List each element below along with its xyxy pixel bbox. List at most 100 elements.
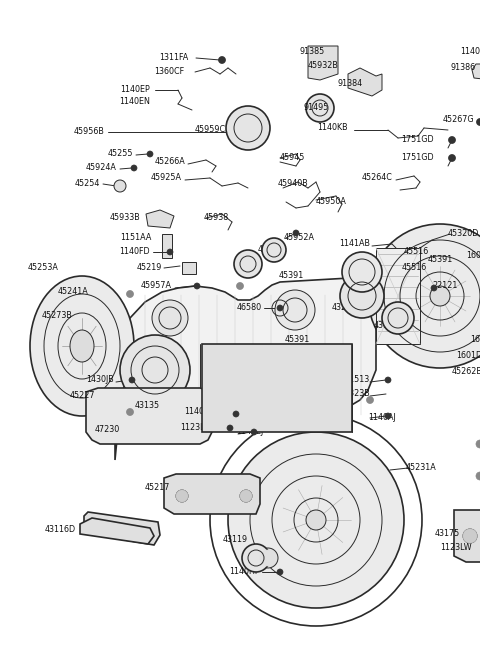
Ellipse shape xyxy=(306,510,326,530)
Text: 45957A: 45957A xyxy=(141,282,172,291)
Text: 45271: 45271 xyxy=(236,257,262,267)
Text: 45516: 45516 xyxy=(402,263,427,272)
Text: 1140EN: 1140EN xyxy=(119,98,150,107)
Text: 45266A: 45266A xyxy=(154,157,185,166)
Text: 45956B: 45956B xyxy=(73,128,104,136)
Text: 45959C: 45959C xyxy=(195,126,226,134)
Text: 43119: 43119 xyxy=(223,536,248,544)
Text: 45516: 45516 xyxy=(404,248,429,257)
Text: 45932B: 45932B xyxy=(308,62,339,71)
Text: 45219: 45219 xyxy=(137,263,162,272)
Ellipse shape xyxy=(152,300,188,336)
Text: 43116D: 43116D xyxy=(45,525,76,534)
Ellipse shape xyxy=(30,276,134,416)
Ellipse shape xyxy=(237,282,243,290)
Text: 45241A: 45241A xyxy=(57,288,88,297)
Text: 45254: 45254 xyxy=(74,179,100,189)
Ellipse shape xyxy=(385,377,391,383)
Text: 1140EP: 1140EP xyxy=(120,86,150,94)
Polygon shape xyxy=(472,64,480,80)
Ellipse shape xyxy=(129,377,135,383)
Ellipse shape xyxy=(476,472,480,480)
Text: 1601DA: 1601DA xyxy=(466,252,480,261)
Ellipse shape xyxy=(240,490,252,502)
Ellipse shape xyxy=(120,335,190,405)
Polygon shape xyxy=(84,512,160,545)
Text: 1140FD: 1140FD xyxy=(120,248,150,257)
Ellipse shape xyxy=(430,286,450,306)
Text: 21513: 21513 xyxy=(345,375,370,384)
Ellipse shape xyxy=(476,440,480,448)
Ellipse shape xyxy=(114,180,126,192)
Ellipse shape xyxy=(147,151,153,157)
Ellipse shape xyxy=(368,224,480,368)
Polygon shape xyxy=(146,210,174,228)
Text: 1140AJ: 1140AJ xyxy=(368,413,396,422)
Text: 45217: 45217 xyxy=(144,483,170,493)
Text: 1140HG: 1140HG xyxy=(184,407,216,417)
Text: 91384: 91384 xyxy=(338,79,363,88)
Text: 43171B: 43171B xyxy=(374,322,405,331)
Ellipse shape xyxy=(306,406,326,426)
Ellipse shape xyxy=(463,529,477,543)
Ellipse shape xyxy=(242,544,270,572)
Text: 45950A: 45950A xyxy=(316,198,347,206)
Ellipse shape xyxy=(226,106,270,150)
Text: 45391: 45391 xyxy=(279,272,304,280)
Text: 43175: 43175 xyxy=(435,529,460,538)
Text: 1151AA: 1151AA xyxy=(120,233,152,242)
Polygon shape xyxy=(80,518,154,544)
Text: 1140KB: 1140KB xyxy=(317,124,348,132)
Ellipse shape xyxy=(477,119,480,126)
Polygon shape xyxy=(86,388,212,444)
Ellipse shape xyxy=(340,274,384,318)
Ellipse shape xyxy=(431,285,437,291)
Text: 45391: 45391 xyxy=(285,335,310,345)
Ellipse shape xyxy=(70,330,94,362)
Ellipse shape xyxy=(127,291,133,297)
Ellipse shape xyxy=(306,404,326,424)
Text: 1601DA: 1601DA xyxy=(456,352,480,360)
Text: 45255: 45255 xyxy=(108,149,133,159)
Text: 45323B: 45323B xyxy=(339,390,370,398)
Text: 47230: 47230 xyxy=(95,426,120,434)
Ellipse shape xyxy=(233,411,239,417)
Ellipse shape xyxy=(127,409,133,415)
Ellipse shape xyxy=(277,569,283,575)
Text: 91385: 91385 xyxy=(300,48,325,56)
Text: 45925A: 45925A xyxy=(151,174,182,183)
Ellipse shape xyxy=(176,490,188,502)
Text: 1601DF: 1601DF xyxy=(470,335,480,345)
Ellipse shape xyxy=(367,396,373,403)
Ellipse shape xyxy=(361,291,369,297)
Bar xyxy=(162,234,172,258)
Ellipse shape xyxy=(342,252,382,292)
Text: 45924A: 45924A xyxy=(86,164,117,172)
Text: 45253A: 45253A xyxy=(27,263,58,272)
Ellipse shape xyxy=(385,413,391,419)
Text: 1360CF: 1360CF xyxy=(154,67,184,77)
Ellipse shape xyxy=(194,283,200,289)
Text: 22121: 22121 xyxy=(432,282,457,291)
Text: 45264C: 45264C xyxy=(361,174,392,183)
Bar xyxy=(182,262,196,274)
Text: 45940B: 45940B xyxy=(278,179,309,189)
Polygon shape xyxy=(454,510,480,562)
Text: 1751GD: 1751GD xyxy=(401,153,434,162)
Text: 1751GD: 1751GD xyxy=(401,136,434,145)
Polygon shape xyxy=(376,248,420,344)
Text: 45952A: 45952A xyxy=(284,233,315,242)
Text: 45283B: 45283B xyxy=(304,407,335,417)
Ellipse shape xyxy=(293,230,299,236)
Text: 45938: 45938 xyxy=(204,214,229,223)
Ellipse shape xyxy=(448,155,456,162)
Text: 43119: 43119 xyxy=(258,246,283,255)
Text: 45933B: 45933B xyxy=(109,214,140,223)
Text: 45945: 45945 xyxy=(280,153,305,162)
Text: 1140EJ: 1140EJ xyxy=(236,428,263,436)
Text: 45273B: 45273B xyxy=(41,312,72,320)
Ellipse shape xyxy=(234,250,262,278)
Polygon shape xyxy=(164,474,260,514)
Ellipse shape xyxy=(306,94,334,122)
Ellipse shape xyxy=(218,56,226,64)
